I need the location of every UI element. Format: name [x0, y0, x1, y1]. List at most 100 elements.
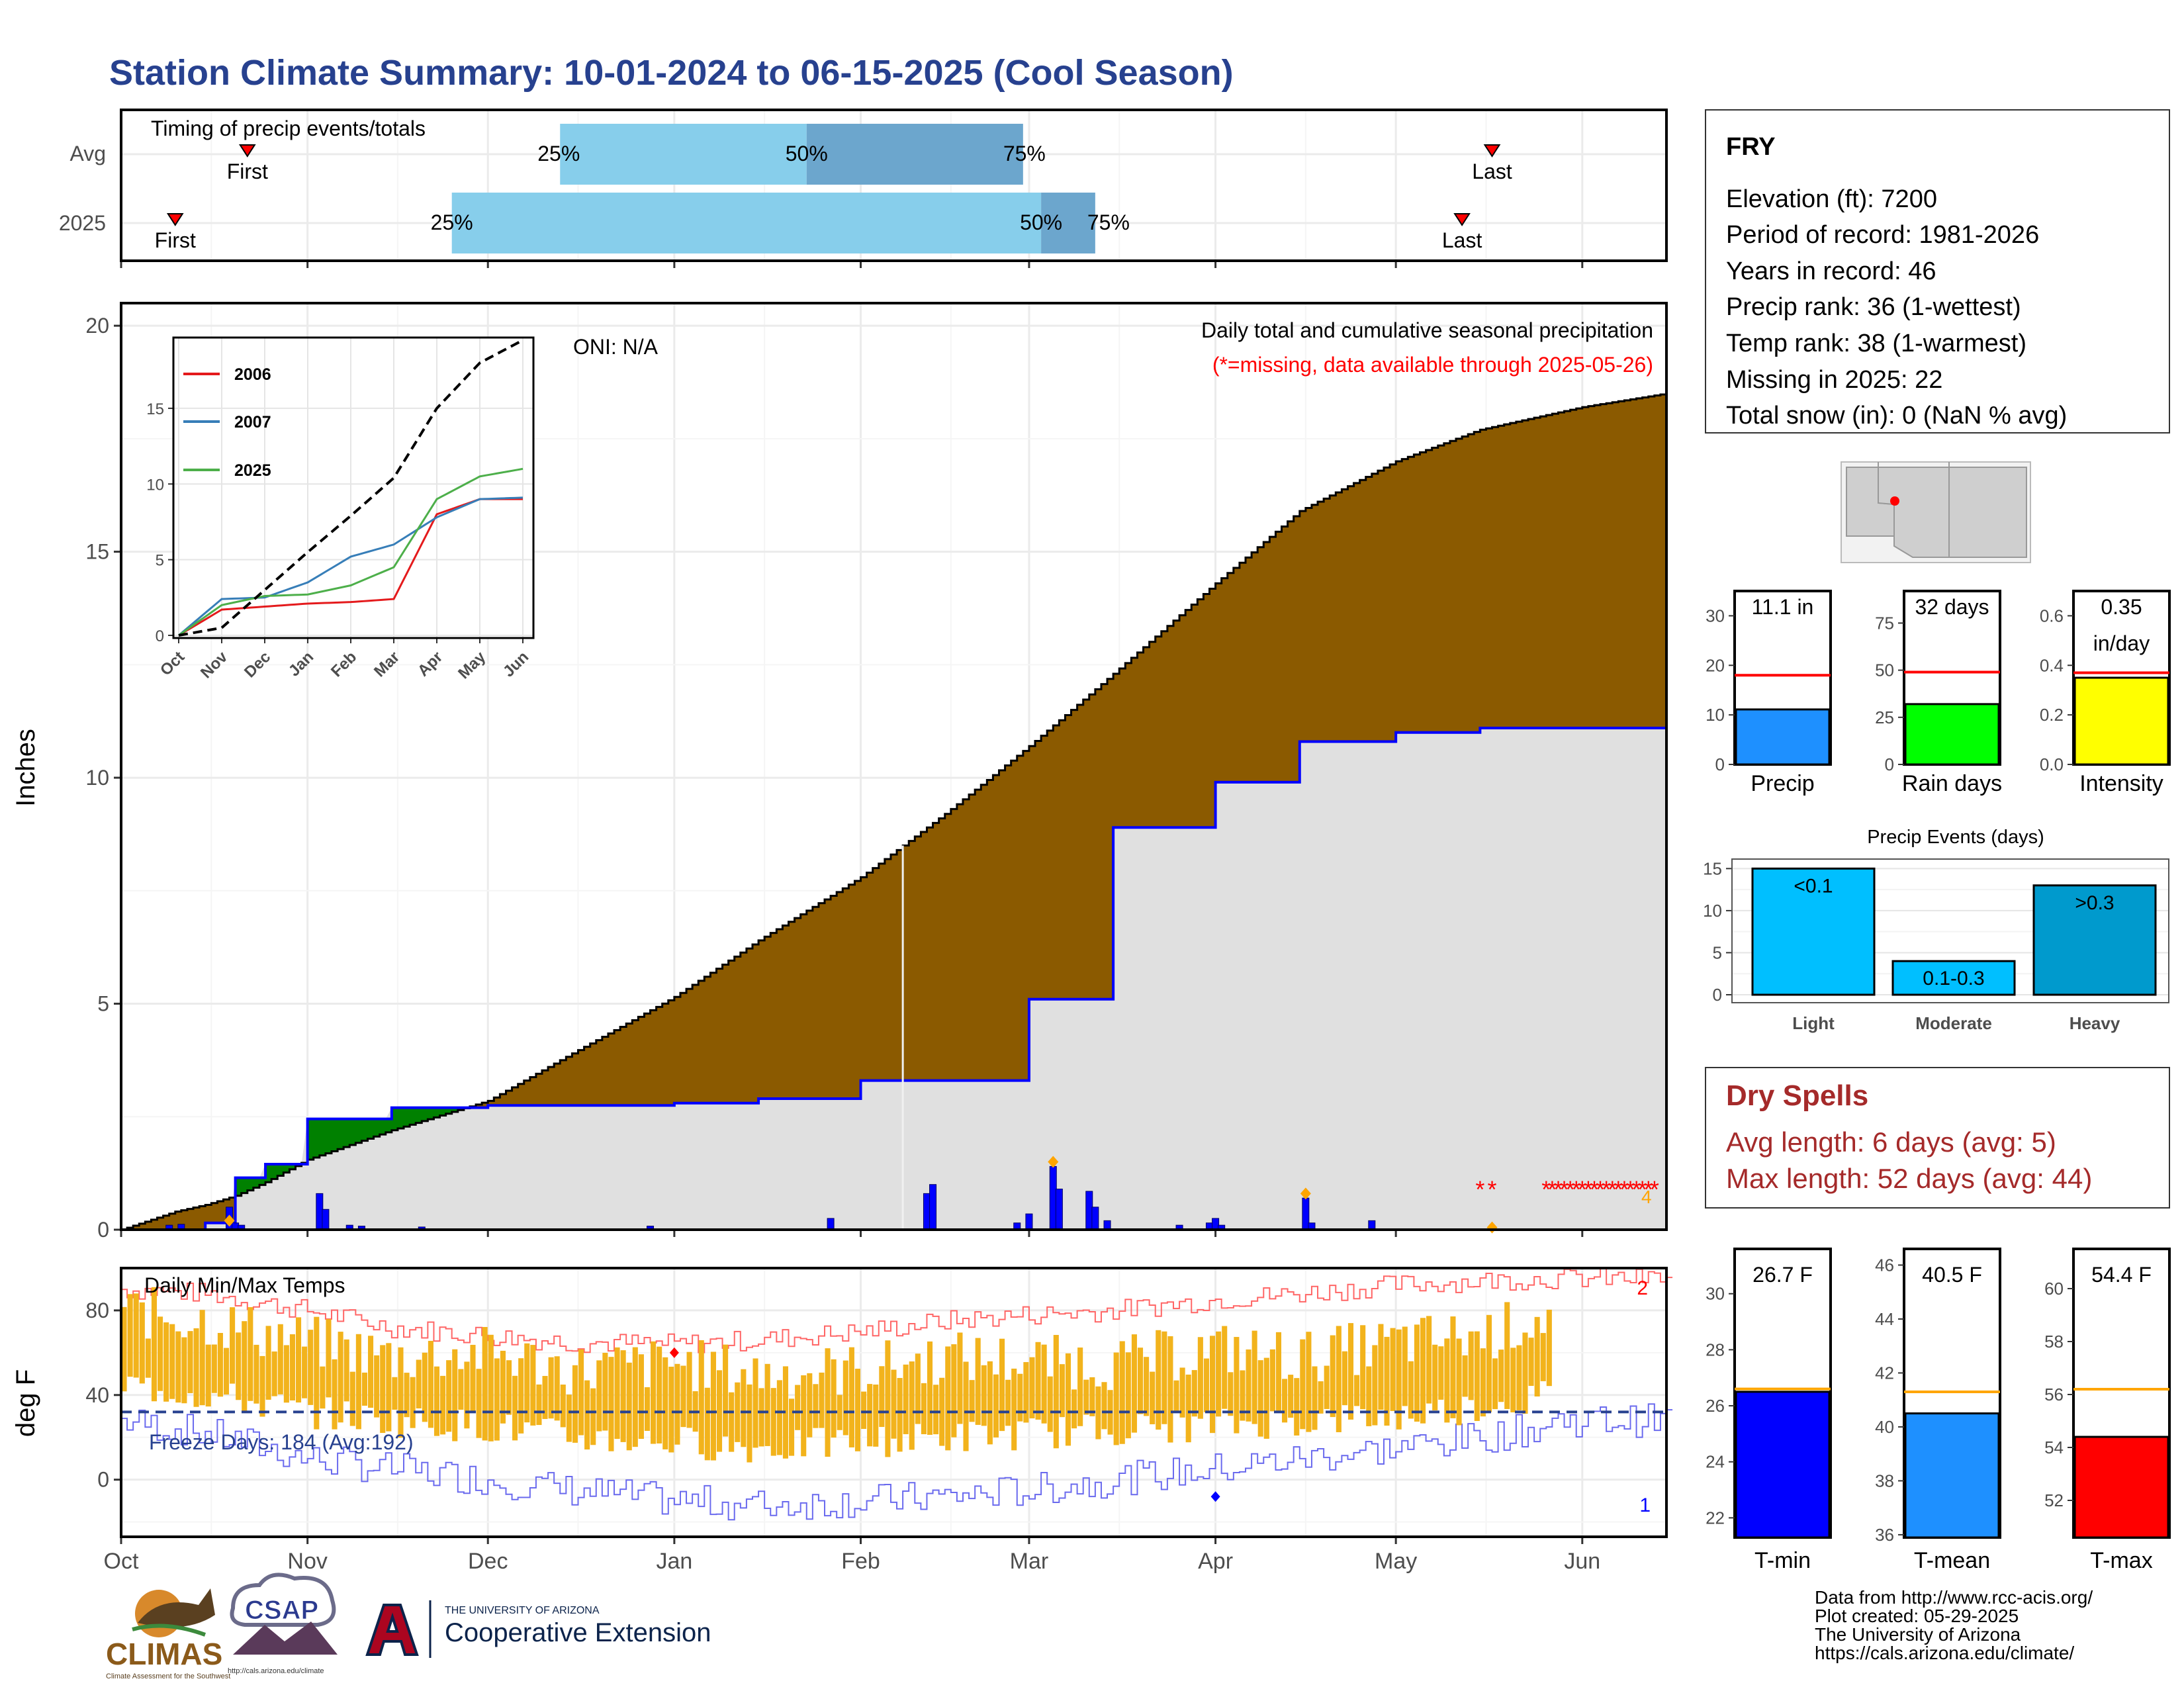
temp-daily-bar: [1269, 1349, 1275, 1412]
timing-row-label-2025: 2025: [59, 211, 106, 235]
temp-daily-bar: [1354, 1375, 1360, 1406]
temp-daily-bar: [1216, 1331, 1222, 1417]
temp-daily-bar: [524, 1343, 530, 1423]
precip-y-tick-label: 20: [1706, 655, 1725, 675]
raindays-bar: [1904, 703, 2000, 766]
temp-daily-bar: [1071, 1389, 1077, 1429]
temp-daily-bar: [939, 1377, 945, 1446]
daily-precip-bar: [929, 1184, 937, 1230]
temp-daily-bar: [921, 1383, 927, 1435]
timing-bar-50-75: [806, 124, 1023, 185]
temp-daily-bar: [716, 1370, 723, 1452]
temp-daily-bar: [482, 1327, 488, 1441]
inset-background: [173, 338, 533, 638]
inset-y-tick-label: 5: [156, 552, 164, 570]
temp-daily-bar: [433, 1366, 440, 1436]
temp-daily-bar: [1191, 1370, 1197, 1417]
precip-event-marker: [1300, 1187, 1311, 1200]
station-snow: Total snow (in): 0 (NaN % avg): [1726, 402, 2067, 430]
temp-daily-bar: [500, 1350, 506, 1424]
temp-daily-bar: [752, 1358, 758, 1448]
tmean-y-tick-label: 40: [1875, 1417, 1894, 1437]
tmin-axis-label: T-min: [1754, 1548, 1811, 1573]
oni-label: ONI: N/A: [573, 335, 659, 359]
temp-daily-bar: [1095, 1386, 1101, 1440]
temp-daily-bar: [1528, 1338, 1534, 1386]
temp-daily-bar: [320, 1366, 326, 1409]
temp-daily-bar: [1017, 1373, 1023, 1422]
temp-y-axis-label: deg F: [11, 1369, 40, 1437]
temp-daily-bar: [446, 1360, 452, 1432]
daily-precip-bar: [1055, 1189, 1063, 1230]
precip-end-count: 4: [1641, 1187, 1652, 1207]
temp-daily-bar: [1480, 1348, 1486, 1417]
temp-daily-bar: [957, 1332, 963, 1424]
temp-daily-bar: [536, 1384, 542, 1426]
temp-daily-bar: [831, 1359, 837, 1438]
tmean-bar: [1904, 1412, 2000, 1539]
climas-logo-text: CLIMAS: [106, 1637, 222, 1671]
temp-daily-bar: [271, 1351, 277, 1396]
temp-daily-bar: [193, 1328, 199, 1407]
temp-daily-bar: [608, 1357, 614, 1451]
temp-daily-bar: [416, 1359, 422, 1409]
footer-credits: Data from http://www.rcc-acis.org/ Plot …: [1815, 1587, 2093, 1663]
temp-daily-bar: [1161, 1331, 1167, 1424]
timing-last-marker: [1483, 144, 1501, 158]
temp-daily-bar: [1342, 1351, 1347, 1406]
temp-daily-bar: [1179, 1367, 1185, 1418]
temp-daily-bar: [848, 1347, 854, 1447]
temp-daily-bar: [1053, 1335, 1059, 1449]
map-state-new-mexico: [1948, 467, 2027, 558]
footer-plot-created: Plot created: 05-29-2025: [1815, 1606, 2019, 1626]
temp-daily-bar: [1089, 1377, 1095, 1416]
temp-daily-bar: [1257, 1360, 1263, 1437]
precip-value-label: 11.1 in: [1752, 595, 1814, 619]
record-high-marker: [669, 1347, 679, 1358]
temp-daily-bar: [1300, 1339, 1306, 1430]
temp-daily-bar: [518, 1358, 524, 1434]
temp-daily-bar: [554, 1356, 560, 1421]
temp-axes: 0 40 80 Oct Nov Dec Jan Feb Mar Apr May Jun: [85, 1299, 1600, 1574]
temperature-panel: 0 40 80 Oct Nov Dec Jan Feb Mar Apr May Jun Daily M…: [11, 1267, 1673, 1574]
missing-marker: *: [1584, 1176, 1593, 1203]
station-period: Period of record: 1981-2026: [1726, 221, 2039, 249]
temp-daily-bar: [566, 1394, 572, 1442]
freeze-days-label: Freeze Days: 184 (Avg:192): [149, 1430, 414, 1454]
temp-daily-bar: [187, 1331, 193, 1393]
map-station-marker: [1890, 496, 1899, 506]
temp-daily-bar: [993, 1374, 999, 1438]
timing-panel-label: Timing of precip events/totals: [151, 116, 426, 140]
temp-daily-bar: [1540, 1333, 1546, 1381]
temp-daily-bar: [584, 1380, 590, 1450]
summary-bar-charts: 0 10 20 30 11.1 in Precip 0 25 50 75 32 days Rain d…: [1706, 590, 2171, 796]
temp-daily-bar: [1534, 1316, 1540, 1396]
temp-daily-bar: [1360, 1325, 1366, 1410]
daily-precip-bar: [1368, 1220, 1376, 1230]
temp-daily-bar: [1432, 1344, 1438, 1410]
temp-daily-bar: [488, 1334, 494, 1441]
missing-marker: *: [1590, 1176, 1599, 1203]
tmean-y-tick-label: 44: [1875, 1309, 1894, 1329]
temp-daily-bar: [361, 1372, 368, 1406]
tmax-y-tick-label: 54: [2044, 1438, 2064, 1457]
temperature-bar-charts: 22 24 26 28 30 26.7 F T-min 36 38 40 42 44 46 40.5 F T…: [1706, 1248, 2171, 1573]
temp-daily-bar: [1390, 1328, 1396, 1411]
footer-url: https://cals.arizona.edu/climate/: [1815, 1643, 2074, 1663]
temp-daily-bar: [903, 1364, 909, 1434]
temp-daily-bar: [440, 1375, 446, 1435]
temp-daily-bar: [963, 1361, 969, 1451]
temp-daily-bar: [620, 1350, 626, 1442]
inset-series-lines: [178, 339, 523, 637]
temp-daily-bar: [368, 1336, 374, 1408]
temp-daily-bar: [1372, 1345, 1378, 1426]
temp-daily-bar: [1246, 1349, 1251, 1422]
temp-daily-bar: [1318, 1381, 1324, 1414]
missing-marker: *: [1596, 1176, 1605, 1203]
missing-marker: *: [1650, 1176, 1659, 1203]
temp-daily-bar: [223, 1348, 230, 1395]
temp-daily-bar: [230, 1307, 236, 1384]
main-y-tick-label: 10: [85, 766, 109, 790]
temp-daily-bar: [632, 1347, 638, 1447]
